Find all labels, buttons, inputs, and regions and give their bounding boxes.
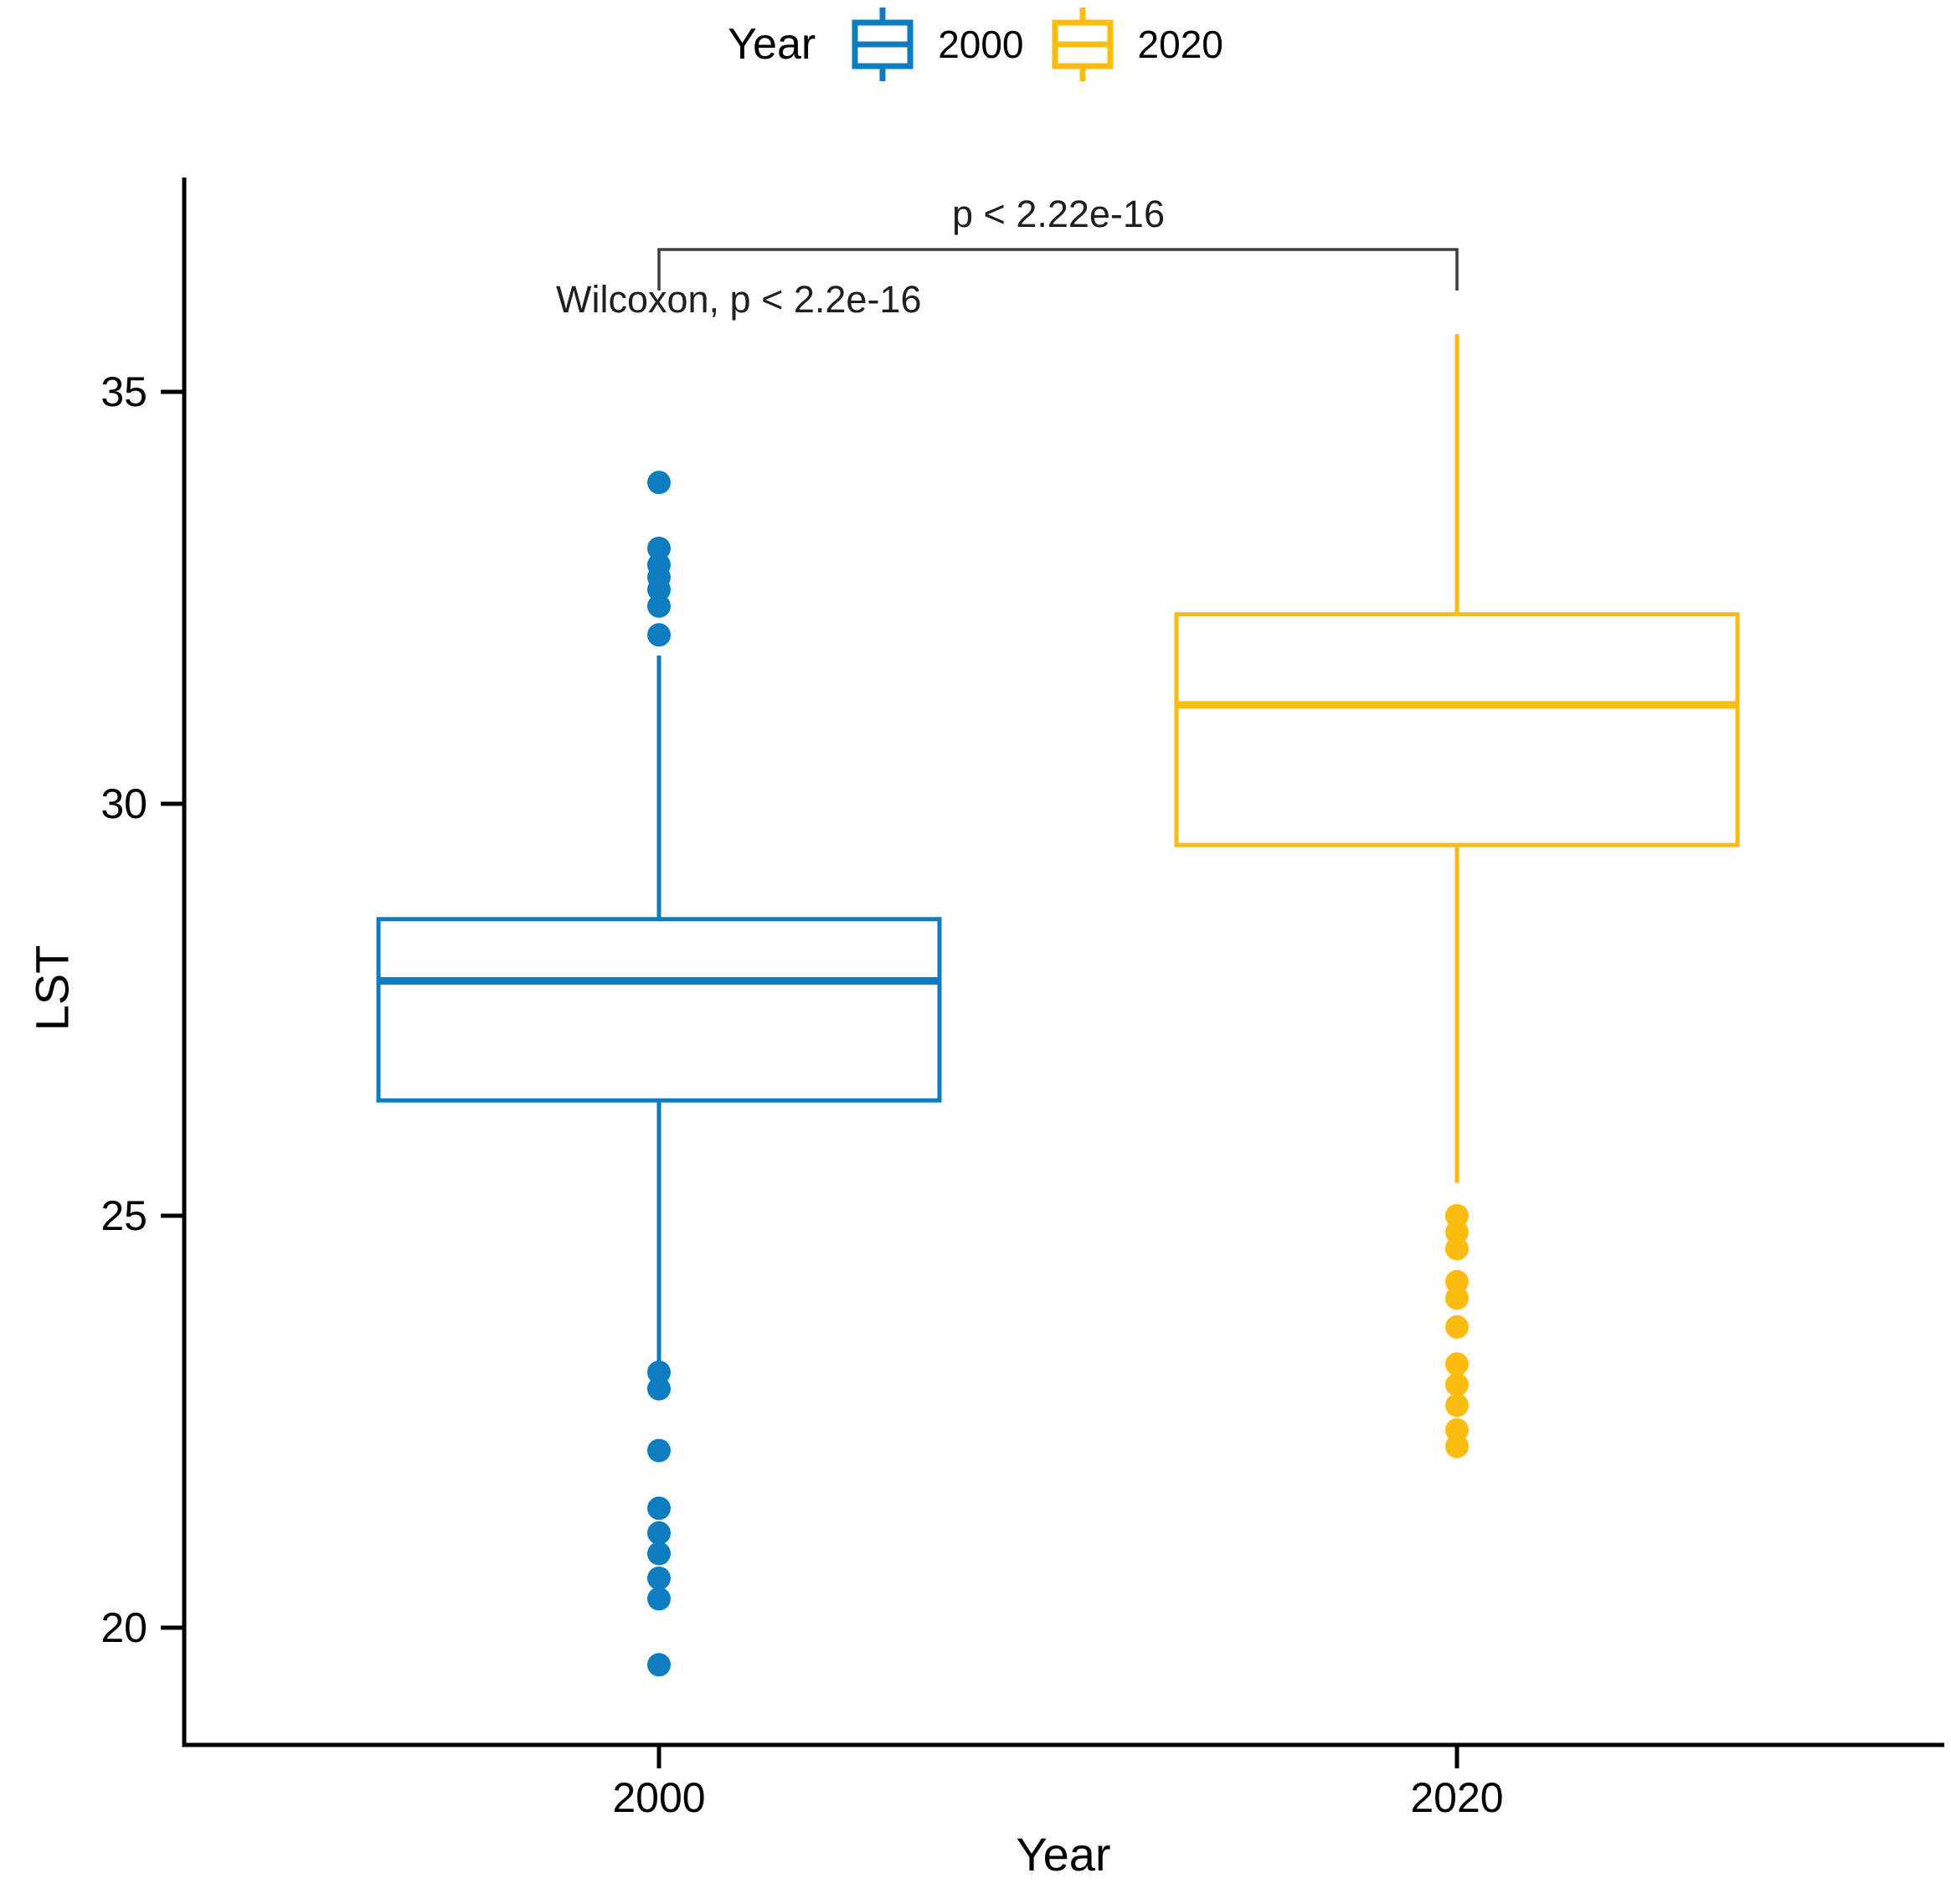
y-tick-label: 30	[100, 780, 147, 827]
outlier-point-2020	[1445, 1352, 1469, 1377]
outlier-point-2000	[647, 1360, 671, 1384]
pvalue-annotation: p < 2.22e-16	[952, 193, 1165, 235]
outlier-point-2000	[647, 471, 671, 495]
legend-label-2020: 2020	[1137, 23, 1223, 66]
outlier-point-2020	[1445, 1315, 1469, 1339]
legend-label-2000: 2000	[938, 23, 1024, 66]
x-tick-label: 2020	[1410, 1774, 1503, 1821]
outlier-point-2000	[647, 1566, 671, 1590]
outlier-point-2000	[647, 623, 671, 647]
outlier-point-2000	[647, 1653, 671, 1677]
outlier-point-2000	[647, 1438, 671, 1463]
outlier-point-2000	[647, 1496, 671, 1521]
outlier-point-2020	[1445, 1237, 1469, 1261]
outlier-point-2020	[1445, 1269, 1469, 1294]
outlier-point-2000	[647, 1521, 671, 1545]
x-axis-title: Year	[1016, 1828, 1111, 1881]
box-2020	[1174, 612, 1740, 847]
significance-bracket	[657, 248, 1459, 291]
outlier-point-2000	[647, 1587, 671, 1611]
y-tick-label: 25	[100, 1192, 147, 1239]
outlier-point-2000	[647, 578, 671, 602]
legend-item-2020[interactable]: 2020	[1049, 5, 1223, 84]
outlier-point-2020	[1445, 1220, 1469, 1244]
legend-title: Year	[728, 20, 816, 69]
outlier-point-2000	[647, 1541, 671, 1566]
box-2000	[376, 917, 942, 1103]
boxplot-key-icon-2000	[852, 8, 914, 81]
wilcoxon-annotation: Wilcoxon, p < 2.2e-16	[556, 278, 922, 321]
outlier-point-2020	[1445, 1286, 1469, 1310]
outlier-point-2020	[1445, 1393, 1469, 1418]
legend-item-2000[interactable]: 2000	[849, 5, 1024, 84]
outlier-point-2000	[647, 536, 671, 560]
outlier-point-2020	[1445, 1372, 1469, 1397]
y-tick-label: 35	[100, 368, 147, 415]
outlier-point-2020	[1445, 1418, 1469, 1442]
outlier-point-2000	[647, 594, 671, 618]
outlier-point-2000	[647, 1377, 671, 1401]
outlier-point-2020	[1445, 1434, 1469, 1459]
legend: Year 2000 2020	[0, 5, 1951, 84]
outlier-point-2020	[1445, 1204, 1469, 1227]
x-tick-label: 2000	[612, 1774, 705, 1821]
y-tick-label: 20	[100, 1604, 147, 1651]
boxplot-key-icon-2020	[1052, 8, 1114, 81]
y-axis-title: LST	[25, 944, 79, 1032]
